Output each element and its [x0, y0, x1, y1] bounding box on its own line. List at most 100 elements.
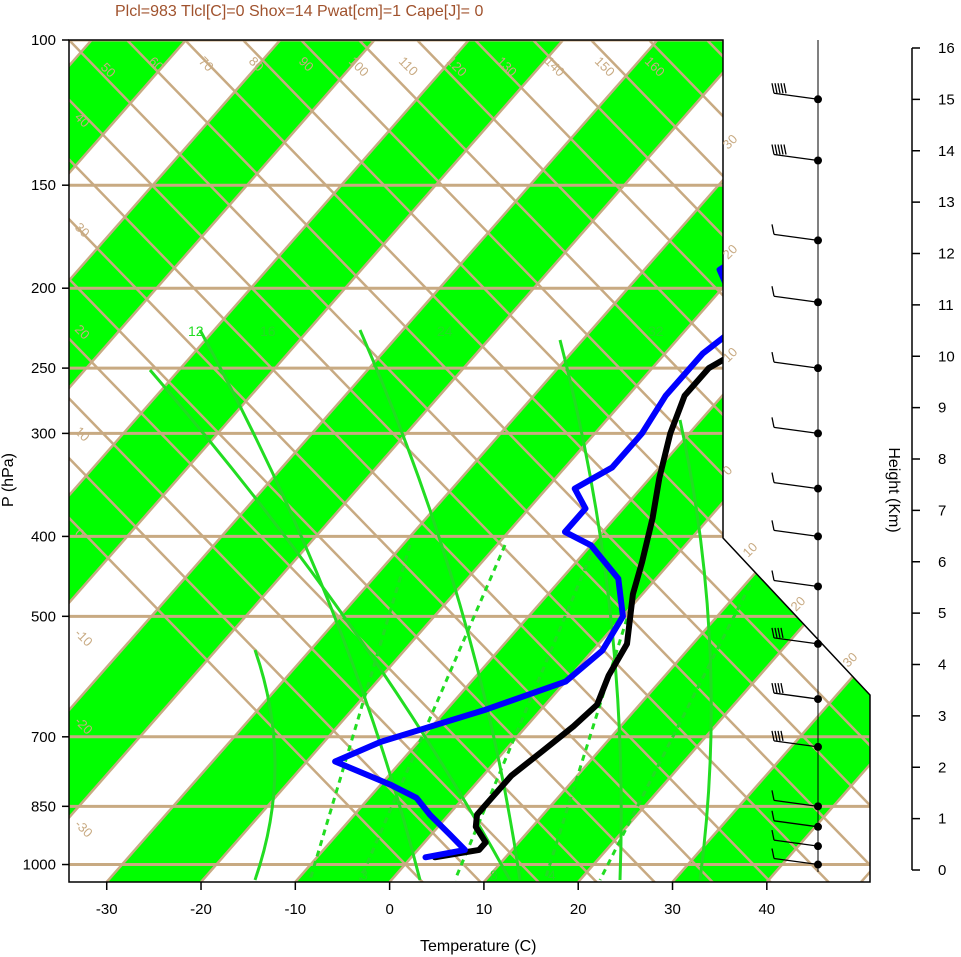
right-axis-title: Height (Km): [885, 447, 902, 532]
dry-adiabat-line: [126, 40, 870, 882]
wind-barb-shaft: [773, 637, 819, 645]
wind-barb-flag: [777, 627, 781, 639]
pressure-tick-label: 200: [31, 280, 56, 297]
wind-barb-shaft: [773, 799, 819, 807]
temperature-profile-line: [431, 71, 870, 861]
height-tick-label: 16: [938, 40, 955, 57]
isotherm-line: [69, 40, 470, 882]
temperature-tick-label: 20: [570, 901, 587, 918]
adiabat-label: -30: [72, 817, 96, 841]
wind-barb-flag: [774, 730, 778, 742]
dry-adiabat-line: [474, 40, 870, 882]
height-tick-label: 15: [938, 91, 955, 108]
pressure-tick-label: 850: [31, 798, 56, 815]
temperature-tick-label: 40: [758, 901, 775, 918]
mixing-ratio-label: 3: [360, 867, 368, 883]
temperature-stripe: [69, 40, 564, 882]
isotherm-line: [69, 40, 659, 882]
height-tick-label: 1: [938, 811, 946, 828]
mixing-ratio-label: 12: [188, 323, 204, 339]
height-tick-label: 2: [938, 759, 946, 776]
moist-adiabat-line: [678, 419, 713, 881]
height-tick-label: 8: [938, 451, 946, 468]
temperature-tick-label: 30: [664, 901, 681, 918]
height-tick-label: 7: [938, 502, 946, 519]
wind-barb-flag: [771, 417, 775, 428]
mixing-ratio-label: 16: [260, 323, 276, 339]
plot-border: [68, 39, 871, 883]
height-tick-label: 5: [938, 605, 946, 622]
dry-adiabat-line: [69, 40, 680, 882]
pressure-axis: 100 150 200 250 300 400 500 700 850 1000: [23, 32, 69, 874]
wind-barb-flag: [771, 570, 775, 581]
wind-barb-shaft: [773, 426, 819, 435]
wind-barb-shaft: [773, 153, 819, 162]
mixing-ratio-label: 8: [490, 867, 498, 883]
height-tick-label: 12: [938, 246, 955, 263]
height-tick-label: 0: [938, 862, 946, 879]
plot-area: [69, 40, 961, 882]
isotherm-line: [69, 40, 376, 882]
mixing-ratio-line: [598, 584, 752, 881]
isotherm-line: [955, 40, 961, 882]
dry-adiabat-line: [184, 40, 870, 882]
wind-barb-flag: [771, 224, 775, 235]
wind-barb-flag: [771, 730, 775, 742]
temperature-tick-label: 10: [476, 901, 493, 918]
height-tick-label: 11: [938, 297, 954, 314]
moist-adiabat-line: [558, 339, 623, 881]
dry-adiabat-line: [69, 40, 870, 882]
wind-barb-flag: [777, 144, 781, 155]
wind-barb-flag: [771, 144, 775, 155]
wind-barb-flag: [783, 83, 787, 94]
wind-barb-flag: [771, 83, 775, 94]
wind-barb-flag: [771, 830, 775, 841]
pressure-tick-label: 250: [31, 360, 56, 377]
temperature-stripe: [69, 40, 752, 882]
wind-barb-shaft: [773, 839, 819, 847]
wind-barb-shaft: [773, 233, 819, 242]
dry-adiabat-line: [532, 40, 870, 882]
height-tick-label: 13: [938, 194, 955, 211]
wind-barb-flag: [771, 520, 775, 531]
adiabat-label: 30: [72, 220, 93, 241]
isotherm-label: 150: [592, 54, 618, 80]
wind-barb-shaft: [773, 579, 819, 588]
wind-barb-flag: [771, 810, 775, 821]
wind-barb-shaft: [773, 692, 819, 700]
wind-barb-flag: [774, 144, 778, 155]
wind-barb-shaft: [773, 740, 819, 748]
isotherm-line: [69, 40, 753, 882]
wind-barb-flag: [780, 682, 784, 694]
wind-barb-flag: [771, 472, 775, 483]
wind-barb-flag: [774, 627, 778, 639]
moist-adiabat-line: [198, 329, 422, 881]
mixing-ratio-lines: [148, 329, 752, 881]
mixing-ratio-line: [358, 544, 507, 881]
height-tick-label: 3: [938, 708, 946, 725]
wind-barb-flag: [780, 627, 784, 639]
wind-barb-shaft: [773, 361, 819, 369]
wind-barb-shaft: [773, 92, 819, 100]
wind-barb-flag: [771, 627, 775, 639]
adiabat-label: 30: [840, 649, 861, 670]
adiabat-label: 10: [72, 424, 93, 445]
wind-barb-column: [771, 40, 822, 872]
wind-barb-flag: [771, 848, 775, 859]
height-tick-label: 6: [938, 554, 946, 571]
x-axis-title: Temperature (C): [420, 938, 536, 955]
pressure-tick-label: 150: [31, 177, 56, 194]
isotherm-line: [671, 40, 870, 882]
dry-adiabat-line: [242, 40, 870, 882]
temperature-tick-label: 0: [385, 901, 393, 918]
height-tick-label: 14: [938, 143, 955, 160]
wind-barb-flag: [777, 682, 781, 694]
wind-barb-flag: [771, 286, 775, 297]
height-tick-label: 9: [938, 400, 946, 417]
dry-adiabat-line: [69, 40, 796, 882]
isotherm-line: [577, 40, 870, 882]
wind-barb-flag: [780, 730, 784, 742]
moist-adiabat-line: [253, 649, 277, 881]
